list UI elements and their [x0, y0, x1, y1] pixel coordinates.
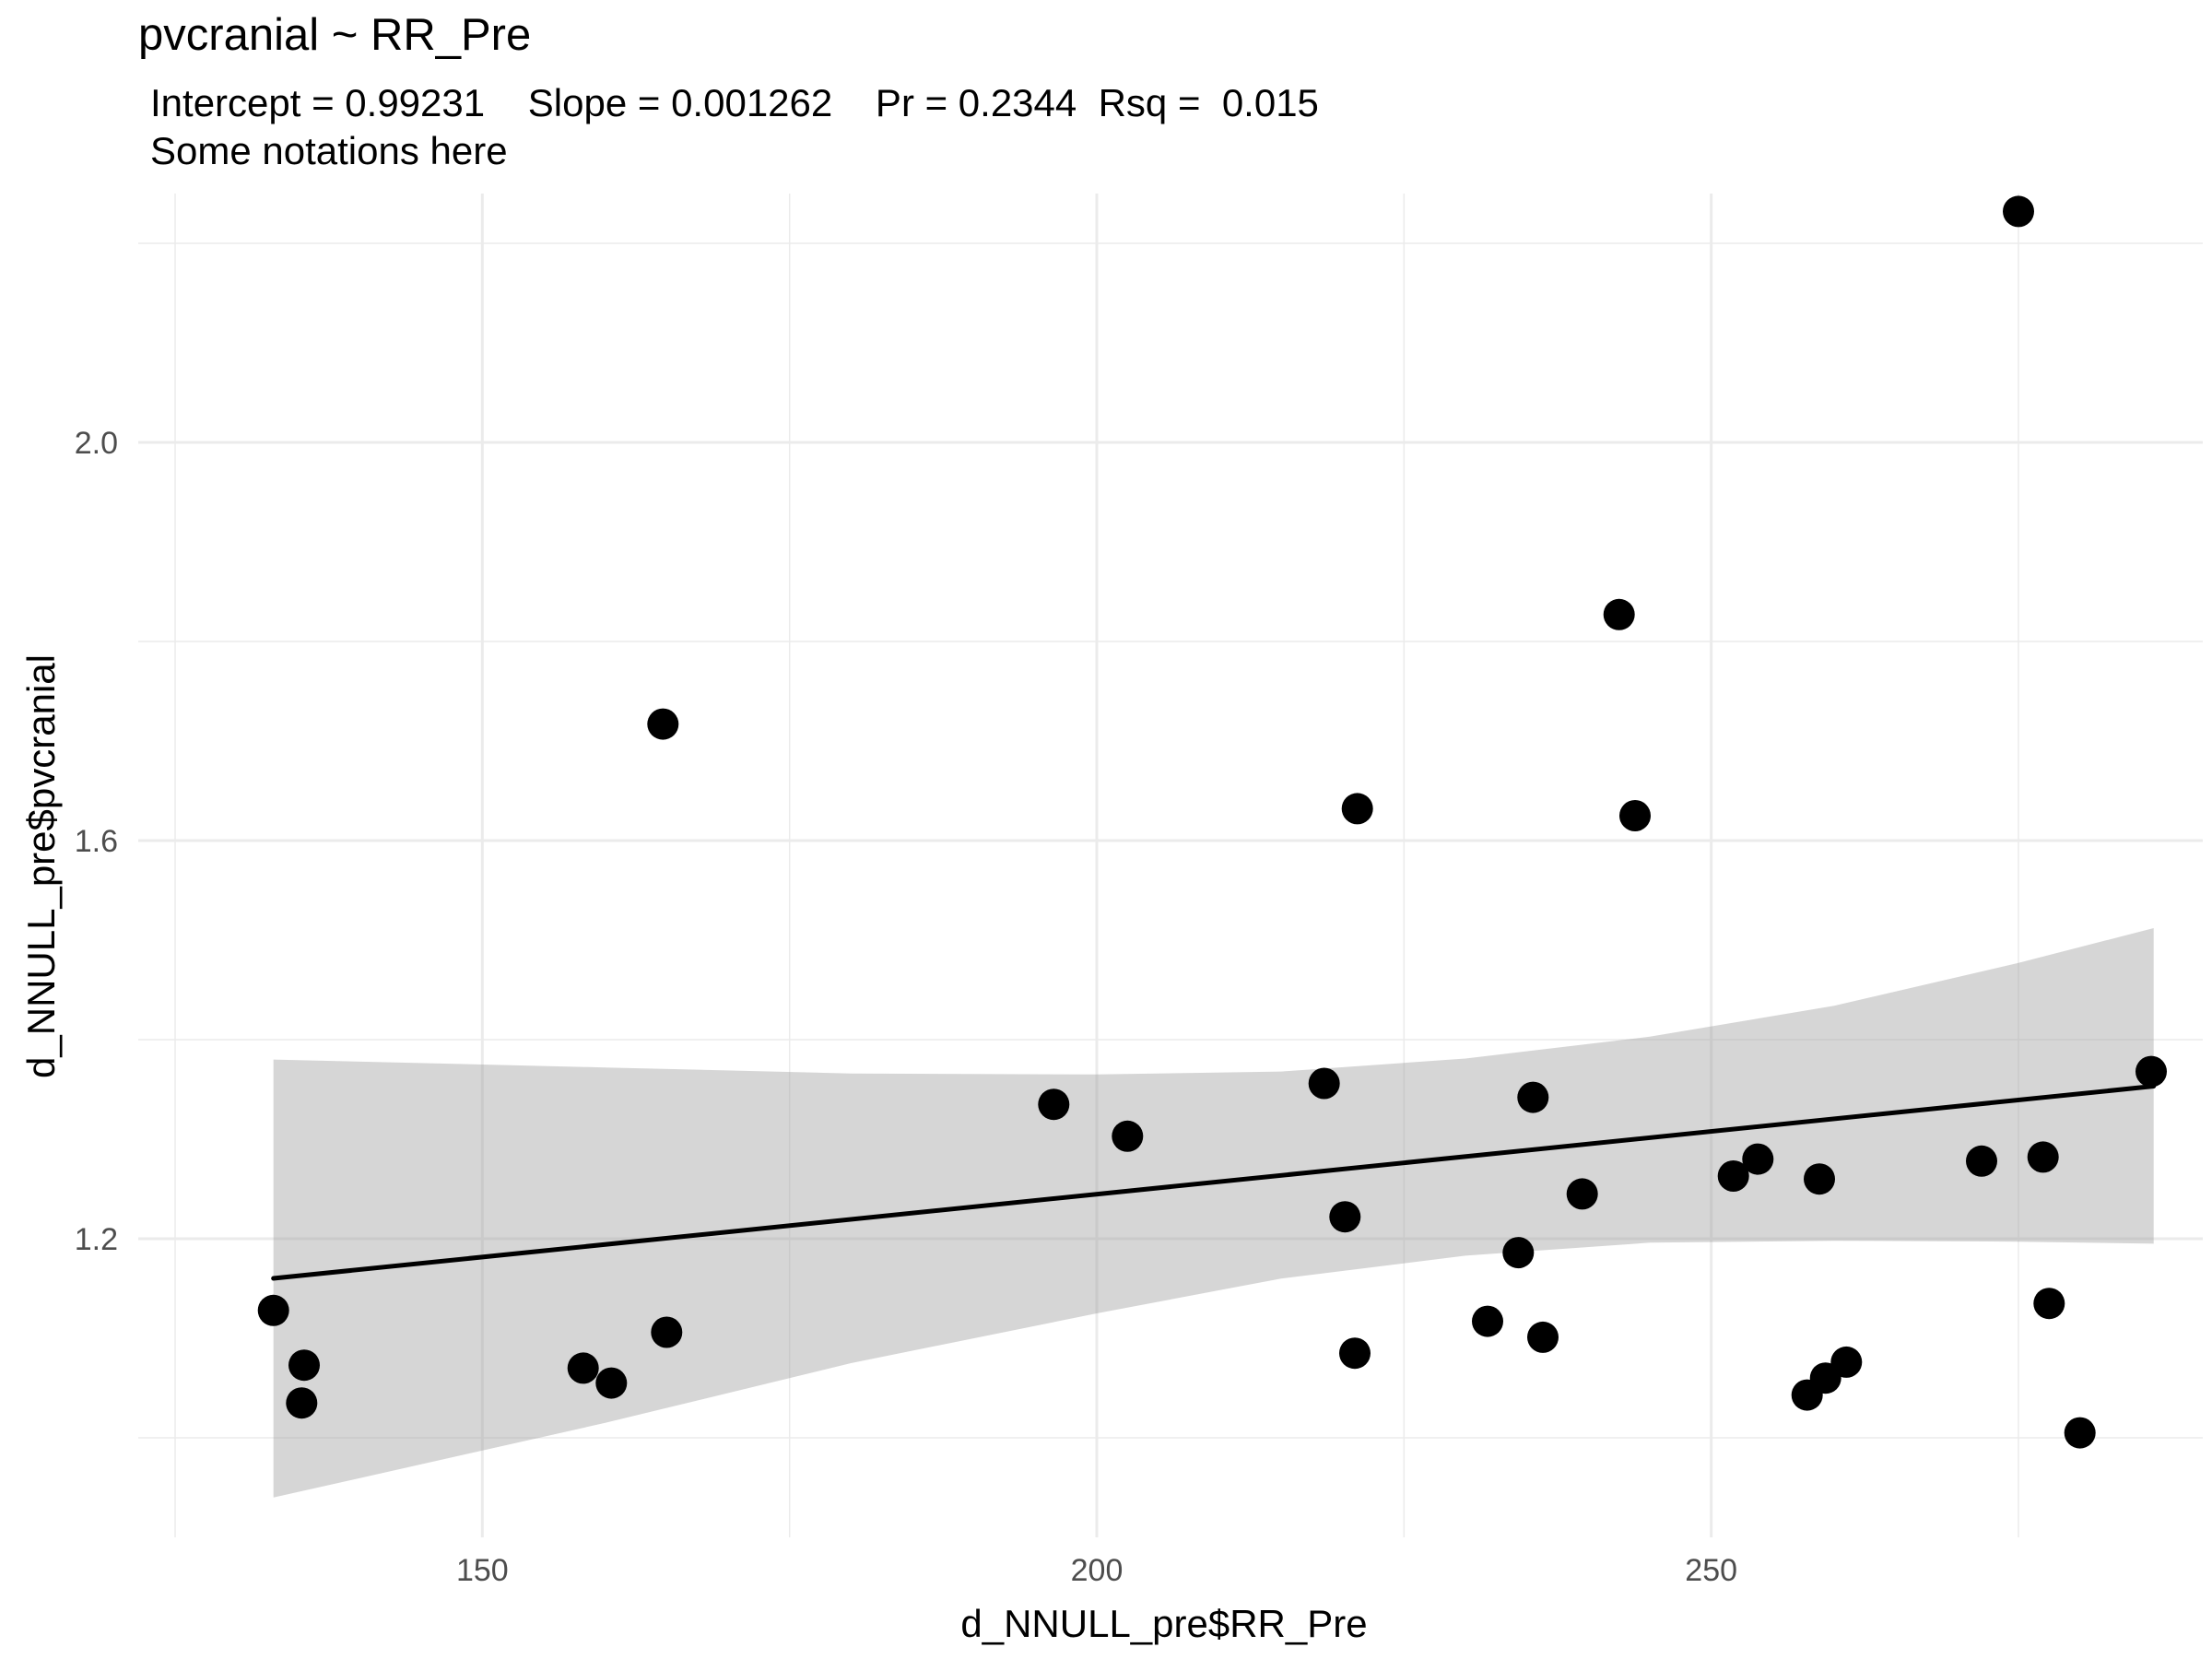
data-point [1339, 1337, 1371, 1370]
x-axis-title: d_NNULL_pre$RR_Pre [960, 1602, 1367, 1645]
data-point [1830, 1346, 1863, 1378]
data-point [567, 1352, 599, 1384]
data-point [1517, 1081, 1549, 1113]
data-point [1966, 1145, 1997, 1177]
data-points [257, 195, 2167, 1449]
data-point [1341, 793, 1373, 825]
data-point [1308, 1067, 1340, 1100]
data-point [2027, 1141, 2059, 1173]
data-point [1603, 598, 1635, 630]
data-point [595, 1367, 628, 1399]
x-axis-ticks: 150 200 250 [456, 1553, 1737, 1588]
y-axis-title: d_NNULL_pre$pvcranial [19, 654, 63, 1078]
data-point [2136, 1055, 2167, 1088]
data-point [1038, 1088, 1070, 1121]
data-point [1804, 1163, 1835, 1195]
data-point [647, 708, 679, 740]
confidence-band-layer [273, 928, 2154, 1498]
data-point [1112, 1120, 1144, 1152]
data-point [288, 1349, 320, 1382]
major-gridlines [138, 194, 2203, 1537]
data-point [257, 1294, 289, 1326]
y-tick-label: 1.6 [75, 824, 118, 859]
data-point [651, 1316, 683, 1348]
chart-subtitle-stats: Intercept = 0.99231 Slope = 0.001262 Pr … [150, 81, 1319, 124]
data-point [1717, 1160, 1749, 1192]
data-point [1619, 800, 1651, 831]
data-point [1502, 1237, 1535, 1269]
data-point [2033, 1288, 2065, 1320]
y-tick-label: 1.2 [75, 1222, 118, 1257]
x-tick-label: 200 [1071, 1553, 1124, 1588]
confidence-band [273, 928, 2154, 1498]
regression-line-layer [271, 1083, 2157, 1281]
data-point [1472, 1305, 1503, 1337]
data-point [2064, 1417, 2096, 1449]
data-point [1742, 1143, 1774, 1175]
chart-title: pvcranial ~ RR_Pre [138, 10, 532, 60]
x-tick-label: 150 [456, 1553, 509, 1588]
y-tick-label: 2.0 [75, 426, 118, 461]
data-point [286, 1387, 318, 1419]
chart-subtitle-notes: Some notations here [150, 129, 508, 172]
regression-line [271, 1083, 2157, 1281]
y-axis-ticks: 1.2 1.6 2.0 [75, 426, 118, 1257]
data-point [1329, 1201, 1361, 1233]
data-point [1566, 1178, 1598, 1210]
data-point [2003, 195, 2034, 228]
x-tick-label: 250 [1685, 1553, 1737, 1588]
data-point [1527, 1321, 1559, 1353]
